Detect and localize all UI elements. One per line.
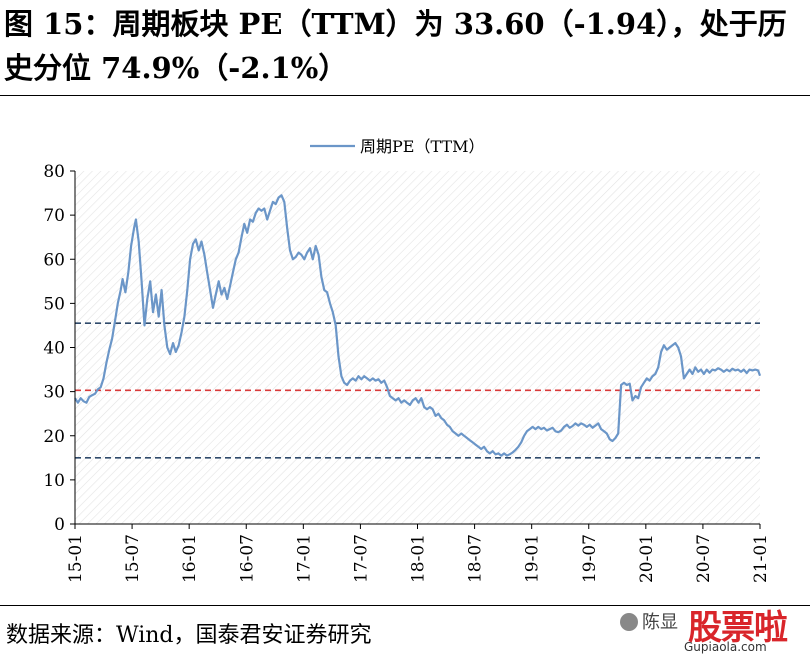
footer-rule bbox=[0, 605, 810, 606]
watermark-url: Gupiaola.com bbox=[684, 640, 767, 654]
wechat-icon bbox=[620, 613, 638, 631]
wechat-account: 陈显 bbox=[620, 608, 678, 634]
title-rule bbox=[0, 95, 810, 96]
y-tick-label: 40 bbox=[43, 339, 65, 359]
x-tick-label: 15-01 bbox=[66, 534, 86, 583]
y-tick-label: 70 bbox=[43, 206, 65, 226]
figure-title: 图 15：周期板块 PE（TTM）为 33.60（-1.94），处于历史分位 7… bbox=[4, 7, 787, 85]
x-tick-label: 21-01 bbox=[751, 534, 771, 583]
pe-line-chart: 0 10 20 30 40 50 60 70 80 15-01 15-07 16-01 16-07 17-… bbox=[43, 137, 771, 583]
y-tick-label: 30 bbox=[43, 383, 65, 403]
y-tick-label: 60 bbox=[43, 250, 65, 270]
watermark-account: 陈显 bbox=[642, 612, 678, 633]
x-tick-label: 19-01 bbox=[523, 534, 543, 583]
watermark: 陈显 股票啦 Gupiaola.com bbox=[620, 600, 810, 658]
x-tick-label: 20-01 bbox=[637, 534, 657, 583]
y-tick-label: 50 bbox=[43, 294, 65, 314]
x-tick-label: 17-01 bbox=[294, 534, 314, 583]
source-note: 数据来源：Wind，国泰君安证券研究 bbox=[6, 623, 372, 648]
x-tick-label: 16-07 bbox=[237, 534, 257, 583]
y-tick-label: 10 bbox=[43, 471, 65, 491]
x-tick-label: 20-07 bbox=[694, 534, 714, 583]
x-tick-label: 19-07 bbox=[580, 534, 600, 583]
y-tick-label: 0 bbox=[54, 515, 65, 535]
y-tick-label: 80 bbox=[43, 162, 65, 182]
x-tick-label: 16-01 bbox=[180, 534, 200, 583]
x-tick-label: 18-01 bbox=[409, 534, 429, 583]
legend-label: 周期PE（TTM） bbox=[360, 137, 484, 156]
x-tick-label: 18-07 bbox=[466, 534, 486, 583]
y-tick-label: 20 bbox=[43, 427, 65, 447]
watermark-brand: 股票啦 bbox=[688, 608, 788, 648]
series-line-pe bbox=[74, 194, 762, 457]
x-tick-label: 15-07 bbox=[123, 534, 143, 583]
plot-background bbox=[75, 171, 760, 524]
x-tick-label: 17-07 bbox=[351, 534, 371, 583]
